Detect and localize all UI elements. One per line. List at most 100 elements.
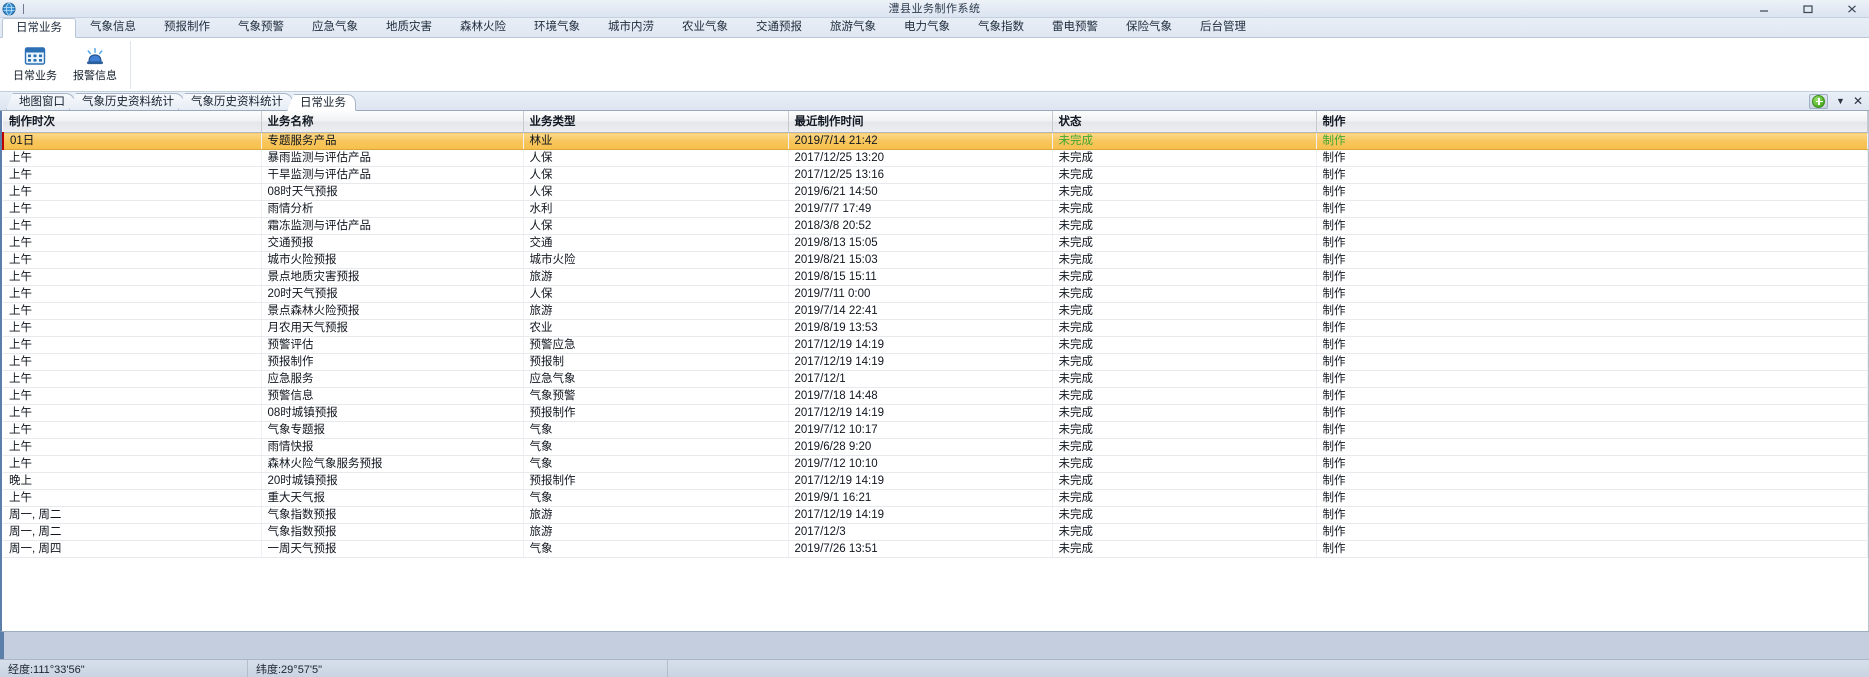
ribbon-button-label: 日常业务: [13, 70, 57, 82]
cell-latest-time: 2018/3/8 20:52: [788, 217, 1053, 235]
table-row[interactable]: 上午 景点地质灾害预报 旅游 2019/8/15 15:11 未完成 制作: [3, 268, 1868, 286]
table-row[interactable]: 周一, 周二 气象指数预报 旅游 2017/12/19 14:19 未完成 制作: [3, 506, 1868, 524]
menu-tab-8[interactable]: 城市内涝: [608, 21, 654, 33]
menu-tab-12[interactable]: 电力气象: [904, 21, 950, 33]
cell-action[interactable]: 制作: [1316, 234, 1868, 252]
cell-action[interactable]: 制作: [1316, 149, 1868, 167]
cell-action[interactable]: 制作: [1316, 200, 1868, 218]
cell-business-name: 预报制作: [261, 353, 524, 371]
table-row[interactable]: 上午 重大天气报 气象 2019/9/1 16:21 未完成 制作: [3, 489, 1868, 507]
cell-status: 未完成: [1052, 234, 1317, 252]
cell-latest-time: 2019/9/1 16:21: [788, 489, 1053, 507]
ribbon-button-daily-business[interactable]: 日常业务: [6, 41, 64, 89]
table-row[interactable]: 周一, 周二 气象指数预报 旅游 2017/12/3 未完成 制作: [3, 523, 1868, 541]
cell-action[interactable]: 制作: [1316, 217, 1868, 235]
cell-action[interactable]: 制作: [1316, 421, 1868, 439]
cell-action[interactable]: 制作: [1316, 251, 1868, 269]
cell-action[interactable]: 制作: [1316, 183, 1868, 201]
cell-action[interactable]: 制作: [1316, 285, 1868, 303]
table-row[interactable]: 上午 预警评估 预警应急 2017/12/19 14:19 未完成 制作: [3, 336, 1868, 354]
cell-action[interactable]: 制作: [1316, 523, 1868, 541]
cell-action[interactable]: 制作: [1316, 336, 1868, 354]
table-row[interactable]: 上午 气象专题报 气象 2019/7/12 10:17 未完成 制作: [3, 421, 1868, 439]
table-row[interactable]: 上午 预报制作 预报制 2017/12/19 14:19 未完成 制作: [3, 353, 1868, 371]
cell-latest-time: 2017/12/19 14:19: [788, 336, 1053, 354]
table-row[interactable]: 上午 霜冻监测与评估产品 人保 2018/3/8 20:52 未完成 制作: [3, 217, 1868, 235]
cell-business-name: 气象指数预报: [261, 523, 524, 541]
cell-action[interactable]: 制作: [1316, 370, 1868, 388]
column-header-business-type[interactable]: 业务类型: [523, 111, 789, 133]
close-icon[interactable]: ✕: [1852, 94, 1863, 108]
menu-tab-11[interactable]: 旅游气象: [830, 21, 876, 33]
menu-tab-0[interactable]: 日常业务: [2, 18, 76, 38]
cell-status: 未完成: [1052, 506, 1317, 524]
column-header-production-time[interactable]: 制作时次: [3, 111, 262, 133]
cell-action[interactable]: 制作: [1316, 489, 1868, 507]
cell-action[interactable]: 制作: [1316, 268, 1868, 286]
document-tab-1[interactable]: 气象历史资料统计: [69, 93, 184, 110]
table-row[interactable]: 上午 08时城镇预报 预报制作 2017/12/19 14:19 未完成 制作: [3, 404, 1868, 422]
cell-action[interactable]: 制作: [1316, 455, 1868, 473]
minimize-button[interactable]: [1751, 1, 1777, 17]
table-row[interactable]: 上午 08时天气预报 人保 2019/6/21 14:50 未完成 制作: [3, 183, 1868, 201]
table-row[interactable]: 上午 暴雨监测与评估产品 人保 2017/12/25 13:20 未完成 制作: [3, 149, 1868, 167]
ribbon-button-alarm-info[interactable]: 报警信息: [66, 41, 124, 89]
cell-action[interactable]: 制作: [1316, 506, 1868, 524]
close-button[interactable]: [1839, 1, 1865, 17]
cell-business-name: 景点地质灾害预报: [261, 268, 524, 286]
cell-business-type: 交通: [523, 234, 789, 252]
table-row[interactable]: 上午 预警信息 气象预警 2019/7/18 14:48 未完成 制作: [3, 387, 1868, 405]
menu-tab-10[interactable]: 交通预报: [756, 21, 802, 33]
menu-tab-9[interactable]: 农业气象: [682, 21, 728, 33]
menu-tab-16[interactable]: 后台管理: [1200, 21, 1246, 33]
table-row[interactable]: 上午 景点森林火险预报 旅游 2019/7/14 22:41 未完成 制作: [3, 302, 1868, 320]
menu-tab-7[interactable]: 环境气象: [534, 21, 580, 33]
document-tab-3[interactable]: 日常业务: [287, 94, 356, 111]
cell-action[interactable]: 制作: [1316, 166, 1868, 184]
chevron-down-icon[interactable]: ▼: [1836, 95, 1845, 106]
table-row[interactable]: 上午 交通预报 交通 2019/8/13 15:05 未完成 制作: [3, 234, 1868, 252]
menu-tab-1[interactable]: 气象信息: [90, 21, 136, 33]
cell-latest-time: 2019/8/19 13:53: [788, 319, 1053, 337]
menu-tab-3[interactable]: 气象预警: [238, 21, 284, 33]
table-row[interactable]: 周一, 周四 一周天气预报 气象 2019/7/26 13:51 未完成 制作: [3, 540, 1868, 558]
menu-tab-14[interactable]: 雷电预警: [1052, 21, 1098, 33]
document-tab-0[interactable]: 地图窗口: [6, 93, 75, 110]
cell-production-time: 上午: [3, 404, 262, 422]
cell-action[interactable]: 制作: [1316, 404, 1868, 422]
table-row[interactable]: 01日 专题服务产品 林业 2019/7/14 21:42 未完成 制作: [2, 132, 1868, 150]
menu-tab-5[interactable]: 地质灾害: [386, 21, 432, 33]
table-row[interactable]: 上午 月农用天气预报 农业 2019/8/19 13:53 未完成 制作: [3, 319, 1868, 337]
cell-status: 未完成: [1052, 387, 1317, 405]
cell-action[interactable]: 制作: [1316, 472, 1868, 490]
menu-tab-13[interactable]: 气象指数: [978, 21, 1024, 33]
column-header-action[interactable]: 制作: [1316, 111, 1868, 133]
cell-action[interactable]: 制作: [1316, 438, 1868, 456]
table-row[interactable]: 上午 雨情分析 水利 2019/7/7 17:49 未完成 制作: [3, 200, 1868, 218]
add-green-plus-icon[interactable]: [1809, 93, 1829, 109]
table-row[interactable]: 上午 森林火险气象服务预报 气象 2019/7/12 10:10 未完成 制作: [3, 455, 1868, 473]
bottom-panel: [0, 631, 1869, 659]
cell-action[interactable]: 制作: [1316, 302, 1868, 320]
table-row[interactable]: 上午 干旱监测与评估产品 人保 2017/12/25 13:16 未完成 制作: [3, 166, 1868, 184]
cell-action[interactable]: 制作: [1316, 353, 1868, 371]
document-tab-2[interactable]: 气象历史资料统计: [178, 93, 293, 110]
menu-tab-6[interactable]: 森林火险: [460, 21, 506, 33]
menu-tab-2[interactable]: 预报制作: [164, 21, 210, 33]
column-header-business-name[interactable]: 业务名称: [261, 111, 524, 133]
table-row[interactable]: 上午 20时天气预报 人保 2019/7/11 0:00 未完成 制作: [3, 285, 1868, 303]
table-row[interactable]: 晚上 20时城镇预报 预报制作 2017/12/19 14:19 未完成 制作: [3, 472, 1868, 490]
table-row[interactable]: 上午 城市火险预报 城市火险 2019/8/21 15:03 未完成 制作: [3, 251, 1868, 269]
cell-action[interactable]: 制作: [1316, 132, 1868, 150]
cell-action[interactable]: 制作: [1316, 319, 1868, 337]
table-row[interactable]: 上午 应急服务 应急气象 2017/12/1 未完成 制作: [3, 370, 1868, 388]
menu-tab-4[interactable]: 应急气象: [312, 21, 358, 33]
column-header-status[interactable]: 状态: [1052, 111, 1317, 133]
cell-action[interactable]: 制作: [1316, 540, 1868, 558]
column-header-latest-time[interactable]: 最近制作时间: [788, 111, 1053, 133]
table-row[interactable]: 上午 雨情快报 气象 2019/6/28 9:20 未完成 制作: [3, 438, 1868, 456]
cell-action[interactable]: 制作: [1316, 387, 1868, 405]
menu-tab-15[interactable]: 保险气象: [1126, 21, 1172, 33]
maximize-button[interactable]: [1795, 1, 1821, 17]
cell-business-type: 旅游: [523, 302, 789, 320]
